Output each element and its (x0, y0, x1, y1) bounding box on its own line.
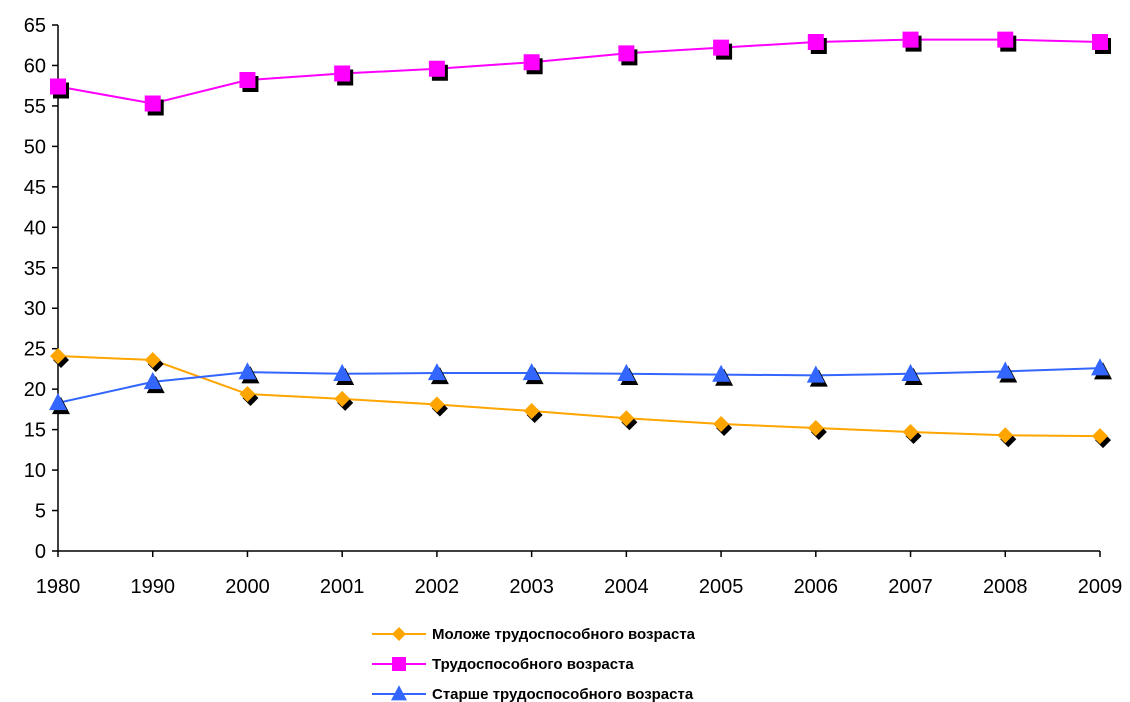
data-point-series-3 (333, 363, 352, 381)
y-tick-label: 40 (24, 217, 46, 239)
data-point-series-3 (522, 363, 541, 381)
data-point-series-2 (239, 72, 256, 89)
data-point-series-3 (617, 363, 636, 381)
y-tick-label: 65 (24, 15, 46, 37)
y-tick-label: 45 (24, 177, 46, 199)
data-point-series-3 (806, 365, 825, 383)
y-tick-label: 0 (35, 541, 46, 563)
data-point-series-1 (902, 424, 919, 441)
x-tick-label: 2005 (699, 576, 744, 598)
data-point-series-2 (713, 39, 730, 56)
legend-marker-1 (392, 627, 406, 641)
y-tick-label: 20 (24, 379, 46, 401)
data-point-series-1 (50, 347, 66, 364)
y-tick-label: 15 (24, 420, 46, 442)
y-tick-label: 60 (24, 55, 46, 77)
y-tick-label: 55 (24, 96, 46, 118)
legend-label-2: Трудоспособного возраста (432, 656, 634, 673)
data-point-series-2 (334, 65, 351, 82)
data-point-series-1 (144, 352, 161, 369)
data-point-series-3 (238, 362, 257, 380)
legend: Моложе трудоспособного возраста Трудоспос… (372, 626, 696, 702)
y-tick-label: 30 (24, 298, 46, 320)
x-tick-label: 2009 (1078, 576, 1123, 598)
data-point-series-2 (50, 78, 66, 95)
data-point-series-3 (143, 371, 162, 390)
data-point-series-2 (1092, 33, 1108, 50)
x-tick-label: 2001 (320, 576, 365, 598)
y-tick-label: 35 (24, 258, 46, 280)
series-line-1 (57, 354, 1101, 438)
data-point-series-1 (713, 415, 730, 432)
data-point-series-1 (618, 410, 635, 427)
series-lines (57, 38, 1101, 438)
axes: 0 5 10 15 20 25 30 35 40 45 50 55 60 65 1980 1990 2000 20… (24, 15, 1123, 598)
data-point-series-3 (1091, 358, 1109, 376)
data-point-series-1 (428, 396, 445, 413)
data-point-series-3 (427, 363, 446, 381)
x-tick-label: 2004 (604, 576, 649, 598)
x-tick-label: 2000 (225, 576, 270, 598)
legend-label-3: Старше трудоспособного возраста (432, 686, 694, 702)
data-point-series-1 (334, 390, 351, 407)
data-point-series-1 (1092, 428, 1108, 445)
data-point-series-2 (428, 60, 445, 77)
data-point-series-3 (49, 393, 67, 411)
x-tick-label: 1980 (36, 576, 81, 598)
x-tick-label: 2008 (983, 576, 1028, 598)
series-line-3 (57, 367, 1101, 404)
y-tick-label: 50 (24, 136, 46, 158)
y-tick-label: 25 (24, 339, 46, 361)
legend-marker-2 (392, 657, 406, 671)
data-point-series-2 (523, 54, 540, 71)
data-point-series-1 (523, 403, 540, 420)
x-tick-label: 2002 (415, 576, 460, 598)
y-tick-label: 10 (24, 460, 46, 482)
data-point-series-2 (997, 31, 1014, 48)
data-point-series-3 (901, 363, 920, 381)
data-point-series-1 (807, 419, 824, 436)
series-markers (49, 31, 1112, 449)
x-tick-label: 1990 (130, 576, 175, 598)
x-tick-label: 2007 (888, 576, 933, 598)
data-point-series-2 (807, 33, 824, 50)
data-point-series-2 (144, 95, 161, 112)
x-tick-label: 2003 (509, 576, 554, 598)
data-point-series-1 (997, 427, 1014, 444)
data-point-series-3 (712, 364, 731, 382)
y-tick-label: 5 (35, 501, 46, 523)
data-point-series-2 (902, 31, 919, 48)
legend-marker-3 (391, 685, 407, 701)
data-point-series-3 (996, 361, 1015, 379)
data-point-series-2 (618, 45, 635, 62)
data-point-series-1 (239, 386, 256, 403)
series-line-2 (57, 38, 1101, 105)
legend-label-1: Моложе трудоспособного возраста (432, 626, 696, 643)
x-tick-label: 2006 (794, 576, 839, 598)
